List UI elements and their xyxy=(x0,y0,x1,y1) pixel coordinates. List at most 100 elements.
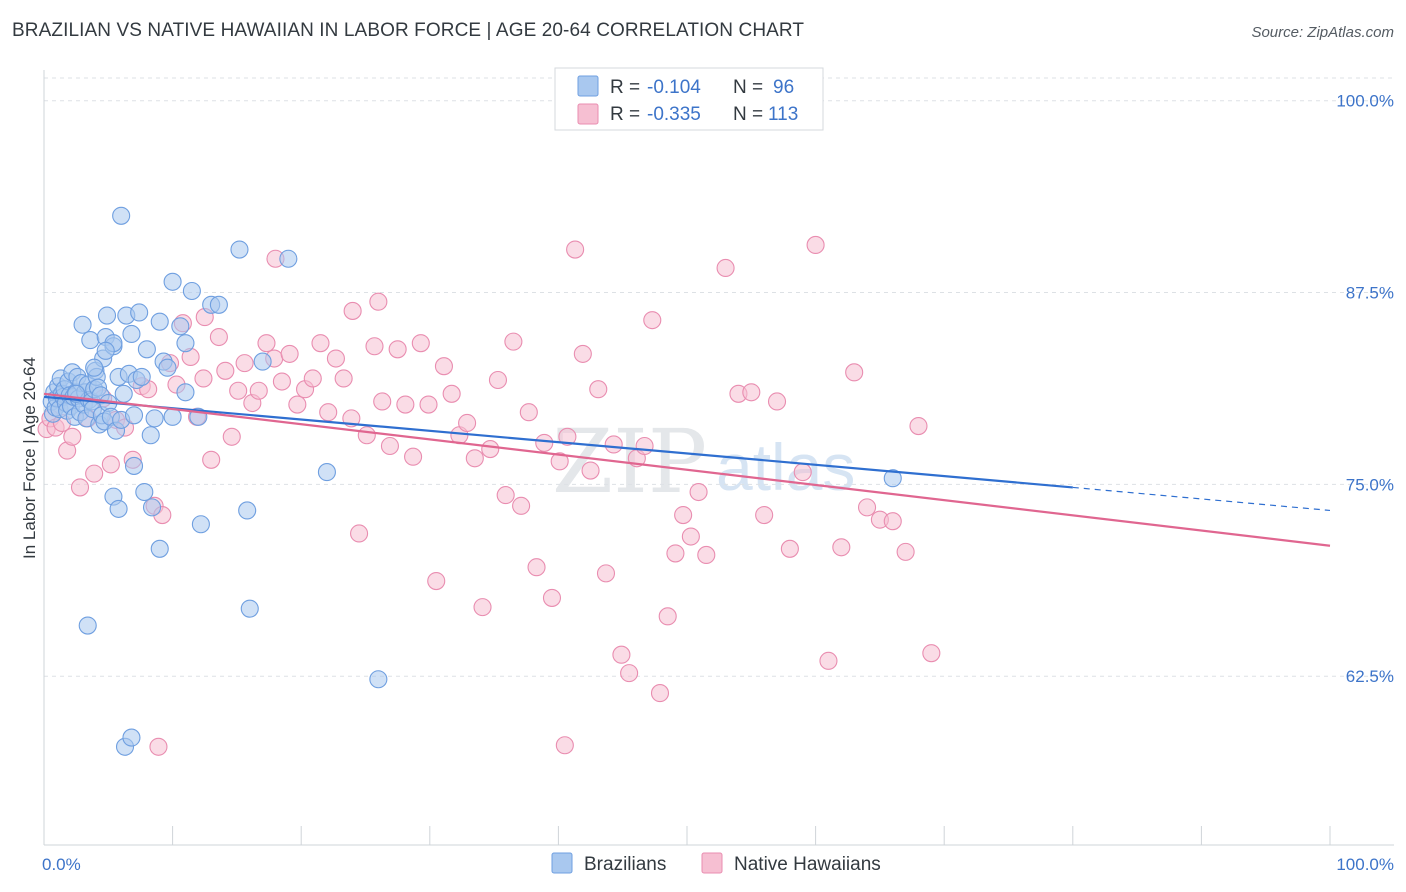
native-hawaiians-point-28 xyxy=(229,381,248,400)
series-legend-swatch-native-hawaiians xyxy=(701,852,723,874)
native-hawaiians-point-51 xyxy=(404,447,423,466)
native-hawaiians-point-65 xyxy=(512,496,531,515)
brazilians-point-65 xyxy=(171,317,190,336)
native-hawaiians-point-90 xyxy=(716,258,735,278)
brazilians-trend-extension xyxy=(1072,486,1331,512)
native-hawaiians-point-35 xyxy=(280,344,299,363)
brazilians-point-85 xyxy=(191,515,210,534)
native-hawaiians-point-70 xyxy=(550,452,569,471)
native-hawaiians-point-34 xyxy=(272,372,291,391)
native-hawaiians-point-62 xyxy=(488,370,508,390)
brazilians-point-81 xyxy=(142,498,162,517)
native-hawaiians-point-74 xyxy=(581,461,600,480)
x-axis-ticks xyxy=(172,826,1331,845)
brazilians-point-74 xyxy=(253,352,272,371)
native-hawaiians-point-69 xyxy=(542,588,562,607)
native-hawaiians-point-87 xyxy=(681,527,700,546)
brazilians-point-58 xyxy=(137,340,156,359)
native-hawaiians-point-66 xyxy=(519,403,538,422)
native-hawaiians-point-47 xyxy=(373,392,392,411)
native-hawaiians-point-38 xyxy=(303,369,322,388)
native-hawaiians-trend-line xyxy=(43,392,1331,547)
native-hawaiians-point-54 xyxy=(427,571,446,591)
brazilians-point-54 xyxy=(124,406,144,425)
native-hawaiians-point-106 xyxy=(922,644,941,663)
legend-swatch-native-hawaiians xyxy=(577,103,599,125)
brazilians-point-43 xyxy=(97,306,117,325)
brazilians-point-73 xyxy=(240,599,259,618)
brazilians-point-86 xyxy=(78,616,97,635)
native-hawaiians-point-97 xyxy=(806,235,825,255)
y-tick-labels: 62.5% 75.0% 87.5% 100.0% xyxy=(1336,92,1394,686)
brazilians-point-95 xyxy=(883,469,902,488)
native-hawaiians-point-60 xyxy=(473,598,492,617)
brazilians-point-64 xyxy=(163,272,182,291)
native-hawaiians-point-49 xyxy=(388,340,407,359)
legend-n-value-native-hawaiians: 113 xyxy=(768,104,798,125)
y-tick-label-0: 62.5% xyxy=(1346,667,1394,686)
native-hawaiians-point-56 xyxy=(442,384,461,403)
native-hawaiians-point-95 xyxy=(780,539,799,558)
brazilians-point-93 xyxy=(85,358,104,377)
native-hawaiians-point-93 xyxy=(755,505,774,525)
native-hawaiians-point-89 xyxy=(697,545,716,565)
brazilians-point-61 xyxy=(150,312,169,331)
brazilians-point-80 xyxy=(135,482,154,502)
native-hawaiians-point-99 xyxy=(832,538,851,557)
native-hawaiians-point-64 xyxy=(504,332,523,351)
native-hawaiians-point-5 xyxy=(63,427,82,446)
native-hawaiians-point-8 xyxy=(85,464,104,483)
brazilians-point-50 xyxy=(114,384,133,403)
brazilians-point-83 xyxy=(163,407,182,426)
legend-n-label-1: N = xyxy=(733,77,763,98)
y-tick-label-2: 87.5% xyxy=(1346,284,1394,303)
native-hawaiians-point-42 xyxy=(334,369,353,388)
brazilians-point-59 xyxy=(141,426,160,445)
native-hawaiians-points xyxy=(37,235,941,756)
brazilians-point-24 xyxy=(73,315,92,334)
native-hawaiians-point-61 xyxy=(481,440,500,459)
native-hawaiians-point-103 xyxy=(883,512,902,531)
native-hawaiians-point-110 xyxy=(343,301,362,320)
native-hawaiians-point-46 xyxy=(365,337,384,356)
native-hawaiians-point-94 xyxy=(767,392,787,411)
native-hawaiians-point-104 xyxy=(896,542,915,561)
native-hawaiians-point-111 xyxy=(369,292,388,311)
native-hawaiians-point-72 xyxy=(566,240,585,259)
native-hawaiians-point-83 xyxy=(650,684,670,703)
brazilians-point-84 xyxy=(176,383,195,402)
series-legend: Brazilians Native Hawaiians xyxy=(551,852,881,875)
series-legend-swatch-brazilians xyxy=(551,852,573,874)
native-hawaiians-point-24 xyxy=(202,450,221,469)
native-hawaiians-point-67 xyxy=(527,558,546,577)
native-hawaiians-point-6 xyxy=(70,478,90,497)
native-hawaiians-point-50 xyxy=(396,395,415,414)
brazilians-point-82 xyxy=(150,539,169,558)
brazilians-point-66 xyxy=(176,334,195,353)
native-hawaiians-point-73 xyxy=(573,344,592,363)
x-tick-label-min: 0.0% xyxy=(42,855,81,874)
native-hawaiians-point-53 xyxy=(419,395,438,414)
series-legend-label-native-hawaiians: Native Hawaiians xyxy=(734,854,881,875)
legend-r-value-native-hawaiians: -0.335 xyxy=(647,104,701,125)
y-tick-label-3: 100.0% xyxy=(1336,92,1394,111)
legend-r-value-brazilians: -0.104 xyxy=(647,77,701,98)
native-hawaiians-point-45 xyxy=(357,426,376,445)
brazilians-point-70 xyxy=(209,295,228,314)
brazilians-point-75 xyxy=(279,249,298,268)
brazilians-point-92 xyxy=(96,341,115,360)
native-hawaiians-point-58 xyxy=(458,413,477,433)
native-hawaiians-point-77 xyxy=(604,435,623,454)
native-hawaiians-point-59 xyxy=(465,449,484,468)
brazilians-point-71 xyxy=(230,240,249,259)
native-hawaiians-point-26 xyxy=(216,361,235,380)
brazilians-point-53 xyxy=(122,324,141,344)
brazilians-point-60 xyxy=(145,409,164,428)
native-hawaiians-point-71 xyxy=(558,427,577,446)
series-legend-label-brazilians: Brazilians xyxy=(584,854,666,875)
legend-n-label-2: N = xyxy=(733,104,763,125)
legend-r-label-2: R = xyxy=(610,104,640,125)
legend-r-label-1: R = xyxy=(610,77,640,98)
native-hawaiians-point-44 xyxy=(350,524,369,543)
